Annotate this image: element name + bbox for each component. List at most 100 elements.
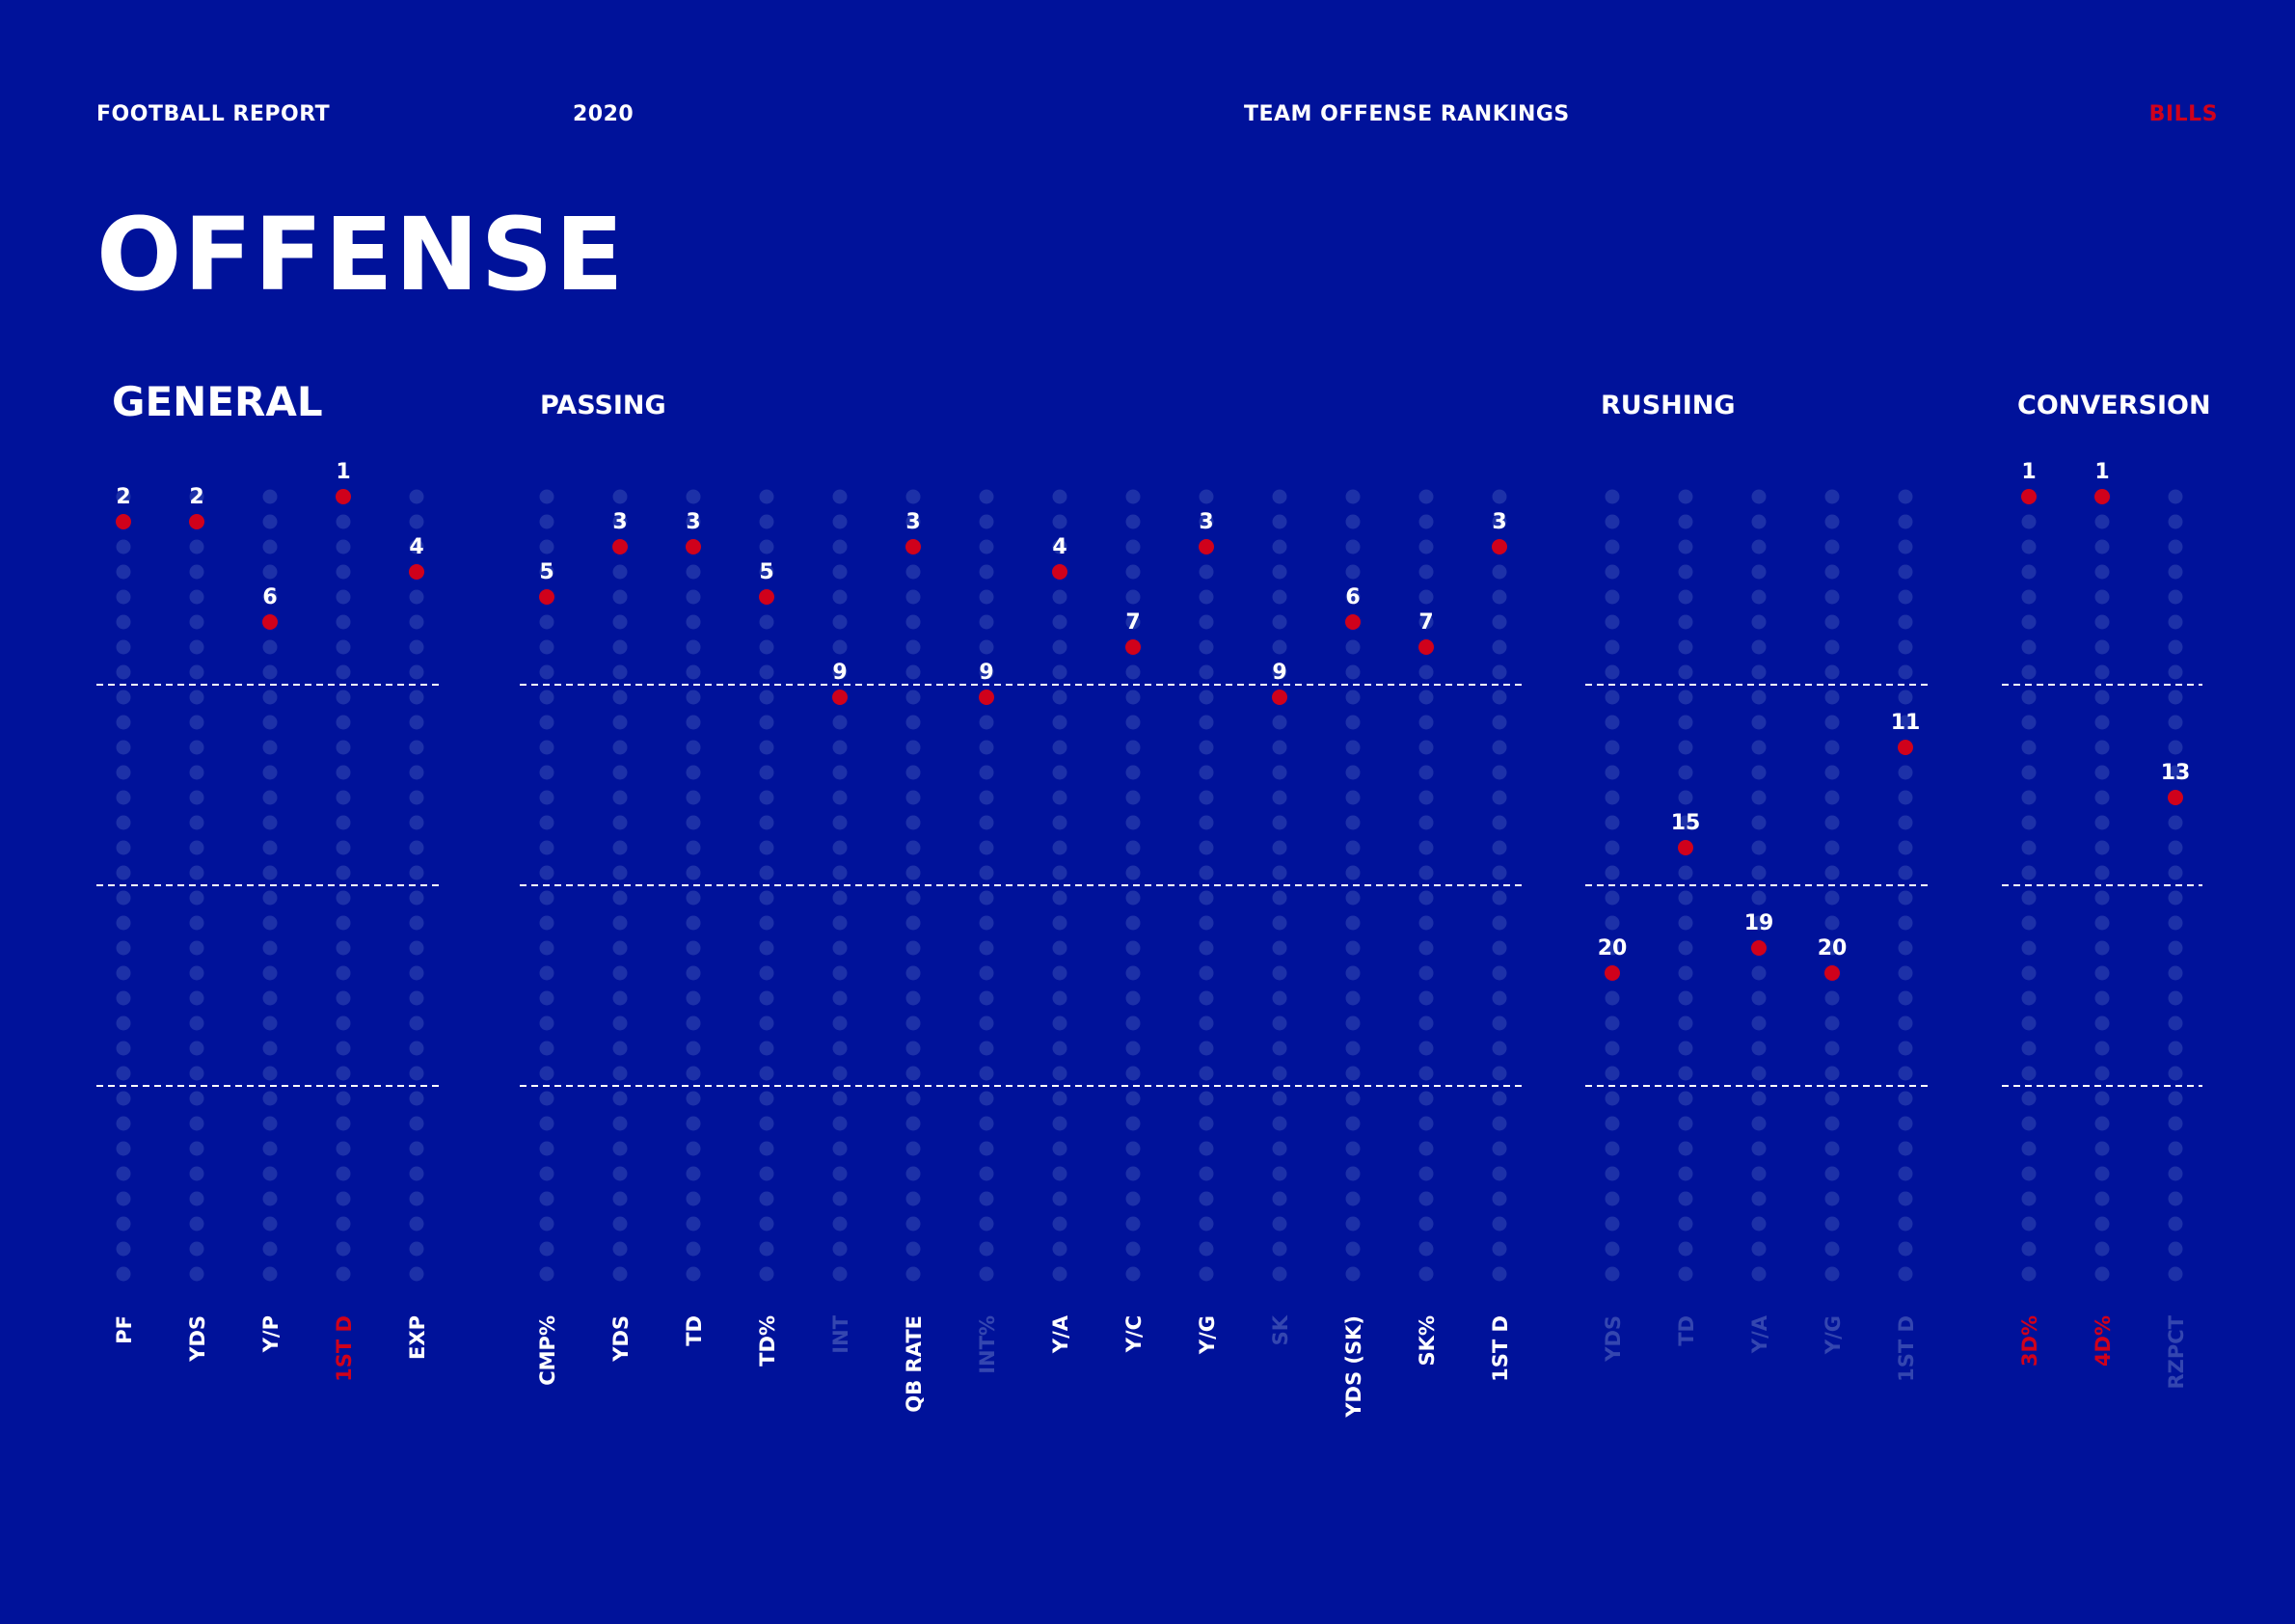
- grid-dot: [1052, 1041, 1067, 1056]
- grid-dot: [2094, 690, 2110, 705]
- grid-dot: [1824, 865, 1840, 880]
- rank-dot-general-2: [262, 614, 278, 630]
- grid-dot: [759, 940, 774, 956]
- grid-dot: [1199, 840, 1214, 855]
- grid-dot: [832, 840, 848, 855]
- grid-dot: [832, 890, 848, 906]
- grid-dot: [1824, 765, 1840, 780]
- grid-dot: [832, 1091, 848, 1106]
- grid-dot: [1199, 1091, 1214, 1106]
- grid-dot: [116, 1141, 131, 1156]
- grid-dot: [539, 965, 554, 981]
- grid-dot: [759, 765, 774, 780]
- rank-dot-conversion-2: [2168, 790, 2183, 805]
- grid-dot: [1272, 990, 1287, 1006]
- grid-dot: [1418, 815, 1434, 830]
- grid-dot: [1678, 815, 1693, 830]
- grid-dot: [2021, 790, 2037, 805]
- grid-dot: [336, 1091, 351, 1106]
- grid-dot: [1125, 940, 1141, 956]
- grid-dot: [409, 1066, 424, 1081]
- grid-dot: [2094, 589, 2110, 605]
- grid-dot: [832, 1241, 848, 1257]
- grid-dot: [1418, 589, 1434, 605]
- grid-dot: [1418, 614, 1434, 630]
- grid-dot: [1824, 1015, 1840, 1031]
- grid-dot: [1678, 790, 1693, 805]
- grid-dot: [1272, 815, 1287, 830]
- grid-dot: [2021, 1066, 2037, 1081]
- grid-dot: [686, 1166, 701, 1181]
- grid-dot: [1345, 1141, 1361, 1156]
- grid-dot: [336, 840, 351, 855]
- grid-dot: [1418, 564, 1434, 580]
- rank-value-label: 4: [409, 535, 423, 559]
- stat-label: SK: [1269, 1314, 1292, 1345]
- grid-dot: [979, 840, 994, 855]
- grid-dot: [2168, 639, 2183, 655]
- rank-value-label: 9: [979, 661, 993, 685]
- grid-dot: [1418, 1015, 1434, 1031]
- grid-dot: [116, 1066, 131, 1081]
- grid-dot: [1492, 965, 1507, 981]
- grid-dot: [189, 614, 204, 630]
- grid-dot: [2168, 1266, 2183, 1282]
- grid-dot: [1052, 740, 1067, 755]
- grid-dot: [409, 715, 424, 730]
- grid-dot: [1898, 765, 1913, 780]
- grid-dot: [686, 890, 701, 906]
- grid-dot: [612, 840, 628, 855]
- grid-dot: [1125, 1116, 1141, 1131]
- grid-dot: [2094, 1091, 2110, 1106]
- grid-dot: [1824, 715, 1840, 730]
- grid-dot: [832, 1216, 848, 1232]
- grid-dot: [1605, 940, 1620, 956]
- grid-dot: [2094, 715, 2110, 730]
- grid-dot: [539, 1266, 554, 1282]
- grid-dot: [1125, 664, 1141, 680]
- grid-dot: [262, 1116, 278, 1131]
- grid-dot: [759, 539, 774, 555]
- grid-dot: [979, 1266, 994, 1282]
- grid-dot: [1052, 890, 1067, 906]
- grid-dot: [2168, 1191, 2183, 1206]
- grid-dot: [1678, 1041, 1693, 1056]
- grid-dot: [612, 564, 628, 580]
- grid-dot: [1605, 1191, 1620, 1206]
- grid-dot: [189, 1216, 204, 1232]
- grid-dot: [1418, 539, 1434, 555]
- grid-dot: [1898, 664, 1913, 680]
- stat-label: INT: [829, 1314, 852, 1353]
- grid-dot: [1492, 940, 1507, 956]
- grid-dot: [116, 1015, 131, 1031]
- grid-dot: [116, 1266, 131, 1282]
- grid-dot: [336, 589, 351, 605]
- grid-dot: [1751, 740, 1767, 755]
- grid-dot: [759, 815, 774, 830]
- grid-dot: [1345, 489, 1361, 504]
- stat-label: Y/G: [1822, 1315, 1845, 1355]
- grid-dot: [1345, 589, 1361, 605]
- grid-dot: [759, 915, 774, 931]
- grid-dot: [2021, 915, 2037, 931]
- grid-dot: [1052, 965, 1067, 981]
- grid-dot: [1125, 740, 1141, 755]
- grid-dot: [2168, 1216, 2183, 1232]
- grid-dot: [1345, 715, 1361, 730]
- grid-dot: [979, 990, 994, 1006]
- grid-dot: [979, 614, 994, 630]
- grid-dot: [1605, 564, 1620, 580]
- grid-dot: [905, 1066, 921, 1081]
- grid-dot: [612, 589, 628, 605]
- grid-dot: [686, 715, 701, 730]
- grid-dot: [686, 690, 701, 705]
- grid-dot: [2094, 790, 2110, 805]
- grid-dot: [1751, 1116, 1767, 1131]
- grid-dot: [1678, 1091, 1693, 1106]
- grid-dot: [1345, 1241, 1361, 1257]
- rank-value-label: 2: [189, 485, 203, 509]
- grid-dot: [1751, 790, 1767, 805]
- grid-dot: [1345, 539, 1361, 555]
- grid-dot: [759, 1241, 774, 1257]
- grid-dot: [759, 1066, 774, 1081]
